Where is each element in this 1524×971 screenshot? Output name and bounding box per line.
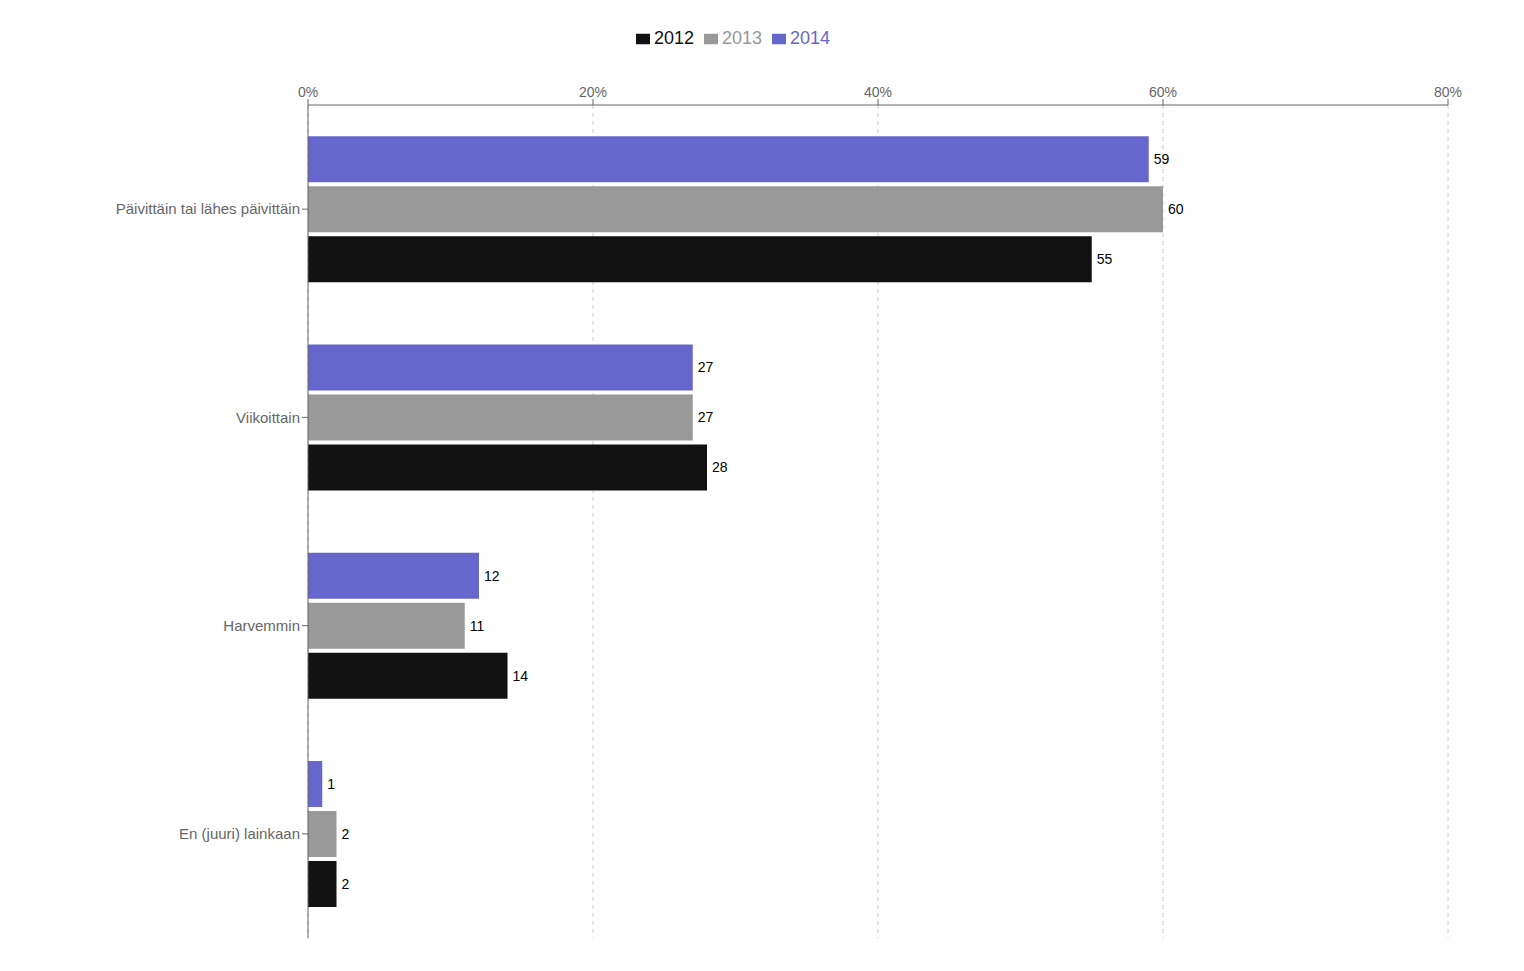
svg-text:40%: 40% xyxy=(864,84,892,100)
svg-text:2: 2 xyxy=(342,876,350,892)
svg-text:Harvemmin: Harvemmin xyxy=(223,617,300,634)
svg-text:Päivittäin tai lähes päivittäi: Päivittäin tai lähes päivittäin xyxy=(116,200,300,217)
svg-text:20%: 20% xyxy=(579,84,607,100)
svg-text:1: 1 xyxy=(327,776,335,792)
svg-text:28: 28 xyxy=(712,459,728,475)
svg-text:55: 55 xyxy=(1097,251,1113,267)
html-text:2013: 2013 xyxy=(722,28,762,48)
svg-text:11: 11 xyxy=(470,618,485,634)
svg-text:14: 14 xyxy=(513,668,529,684)
svg-text:0%: 0% xyxy=(298,84,318,100)
svg-text:60%: 60% xyxy=(1149,84,1177,100)
svg-text:Viikoittain: Viikoittain xyxy=(236,409,300,426)
svg-text:27: 27 xyxy=(698,409,714,425)
svg-text:80%: 80% xyxy=(1434,84,1462,100)
html-text:2012: 2012 xyxy=(653,28,694,48)
svg-text:En (juuri) lainkaan: En (juuri) lainkaan xyxy=(179,825,300,842)
svg-text:27: 27 xyxy=(698,359,714,375)
svg-text:60: 60 xyxy=(1168,201,1184,217)
svg-text:12: 12 xyxy=(484,568,500,584)
svg-text:59: 59 xyxy=(1154,151,1170,167)
html-text:2014: 2014 xyxy=(790,28,831,48)
svg-text:2: 2 xyxy=(342,826,350,842)
